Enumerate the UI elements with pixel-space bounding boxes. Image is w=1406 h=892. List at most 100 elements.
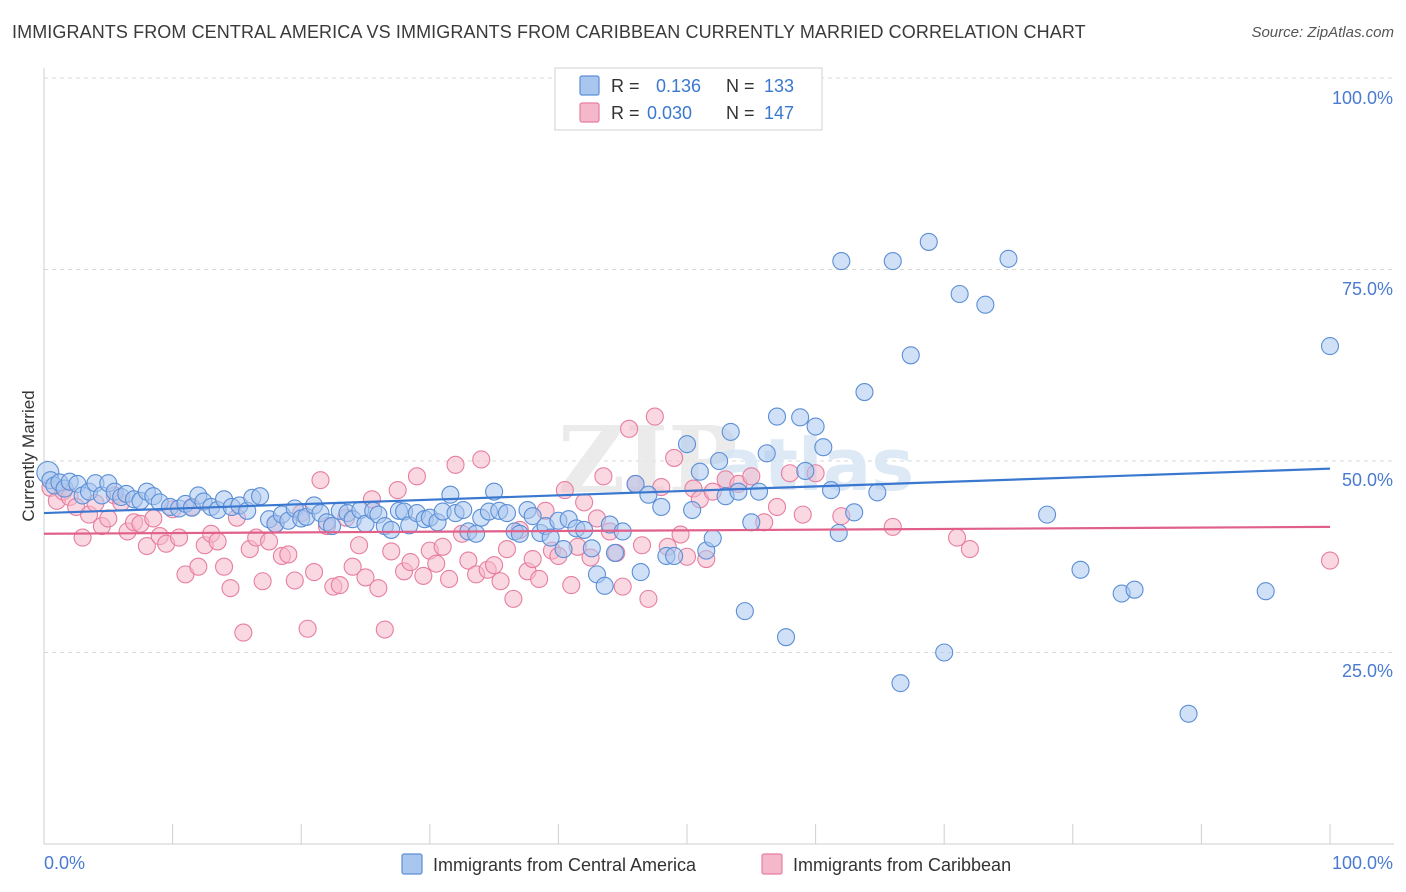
point-central-america <box>639 485 658 504</box>
stats-legend-n-value-blue: 133 <box>764 76 794 96</box>
point-central-america <box>690 462 709 481</box>
point-caribbean <box>562 576 581 595</box>
gridlines <box>44 77 1394 653</box>
point-central-america <box>829 523 848 543</box>
stats-legend-swatch-blue <box>579 75 600 96</box>
x-tick-label-0: 0.0% <box>44 853 85 873</box>
y-tick-label-75: 75.0% <box>1342 279 1393 299</box>
point-caribbean <box>330 576 349 595</box>
point-caribbean <box>433 537 452 556</box>
point-caribbean <box>369 579 388 598</box>
chart-title: IMMIGRANTS FROM CENTRAL AMERICA VS IMMIG… <box>12 22 1086 42</box>
series-legend: Immigrants from Central America Immigran… <box>401 853 1011 875</box>
point-caribbean <box>767 497 787 517</box>
point-caribbean <box>388 481 407 500</box>
series-legend-swatch-caribbean <box>761 853 783 875</box>
x-axis-ticks <box>43 824 1331 844</box>
point-caribbean <box>234 623 253 642</box>
point-central-america <box>541 528 560 547</box>
trend-line-central-america <box>43 467 1331 515</box>
point-central-america <box>1256 582 1275 601</box>
point-central-america <box>703 529 722 548</box>
point-central-america <box>868 483 887 502</box>
y-tick-label-25: 25.0% <box>1342 661 1393 681</box>
point-central-america <box>683 500 702 520</box>
point-caribbean <box>375 620 394 639</box>
point-caribbean <box>742 467 761 486</box>
y-tick-label-100: 100.0% <box>1332 88 1393 108</box>
point-caribbean <box>259 532 279 551</box>
point-central-america <box>821 481 841 500</box>
series-legend-label-caribbean: Immigrants from Caribbean <box>793 855 1011 875</box>
point-caribbean <box>407 467 426 486</box>
point-central-america <box>323 517 342 536</box>
stats-legend-n-label-blue: N = <box>726 76 755 96</box>
point-caribbean <box>530 569 549 589</box>
point-central-america <box>721 422 740 441</box>
point-caribbean <box>137 536 156 556</box>
point-central-america <box>791 408 810 427</box>
point-caribbean <box>427 554 446 573</box>
point-central-america <box>796 461 815 481</box>
point-central-america <box>776 628 796 647</box>
point-caribbean <box>523 549 542 569</box>
point-caribbean <box>613 577 632 596</box>
point-caribbean <box>285 571 304 590</box>
y-tick-label-50: 50.0% <box>1342 470 1393 490</box>
point-central-america <box>605 543 625 562</box>
point-caribbean <box>446 455 465 474</box>
point-central-america <box>631 563 650 582</box>
point-caribbean <box>311 471 330 490</box>
point-caribbean <box>620 419 639 438</box>
point-central-america <box>742 513 761 532</box>
point-caribbean <box>414 566 433 585</box>
point-caribbean <box>189 557 208 576</box>
point-central-america <box>919 232 938 251</box>
x-tick-label-100: 100.0% <box>1332 853 1393 873</box>
point-caribbean <box>472 450 491 469</box>
point-caribbean <box>305 563 324 582</box>
point-caribbean <box>279 545 298 564</box>
point-central-america <box>935 643 954 662</box>
point-central-america <box>582 539 601 558</box>
series-legend-swatch-central-america <box>401 853 423 875</box>
point-central-america <box>595 576 614 595</box>
point-caribbean <box>883 517 902 536</box>
point-caribbean <box>440 569 459 589</box>
point-central-america <box>1125 580 1144 599</box>
point-caribbean <box>356 568 375 587</box>
point-central-america <box>901 346 920 365</box>
point-caribbean <box>575 493 594 512</box>
point-caribbean <box>645 407 664 426</box>
point-central-america <box>485 482 504 501</box>
point-central-america <box>735 602 754 621</box>
point-caribbean <box>144 509 163 528</box>
y-tick-labels: 100.0% 75.0% 50.0% 25.0% <box>1332 88 1393 681</box>
point-central-america <box>665 546 684 566</box>
point-caribbean <box>73 528 92 547</box>
point-caribbean <box>214 557 234 576</box>
point-caribbean <box>671 525 690 544</box>
point-caribbean <box>459 551 478 570</box>
point-central-america <box>523 507 542 526</box>
source-label: Source: ZipAtlas.com <box>1251 24 1394 41</box>
point-caribbean <box>504 589 523 608</box>
point-caribbean <box>99 509 118 528</box>
y-axis-label: Currently Married <box>19 390 38 521</box>
point-central-america <box>467 524 486 543</box>
point-caribbean <box>1320 551 1340 570</box>
point-central-america <box>1179 704 1198 723</box>
stats-legend-n-label-pink: N = <box>726 103 755 123</box>
point-caribbean <box>169 528 189 547</box>
trend-line-caribbean <box>43 525 1331 535</box>
point-caribbean <box>208 532 227 551</box>
point-caribbean <box>793 505 812 524</box>
point-central-america <box>883 252 902 271</box>
point-central-america <box>1320 337 1340 356</box>
point-central-america <box>250 487 270 506</box>
point-central-america <box>729 482 748 501</box>
point-caribbean <box>401 553 420 572</box>
point-caribbean <box>960 540 979 559</box>
point-caribbean <box>221 579 240 598</box>
